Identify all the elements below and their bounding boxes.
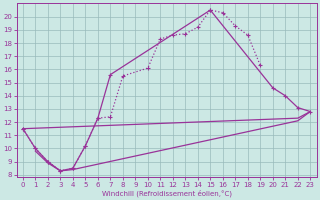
- X-axis label: Windchill (Refroidissement éolien,°C): Windchill (Refroidissement éolien,°C): [101, 189, 232, 197]
